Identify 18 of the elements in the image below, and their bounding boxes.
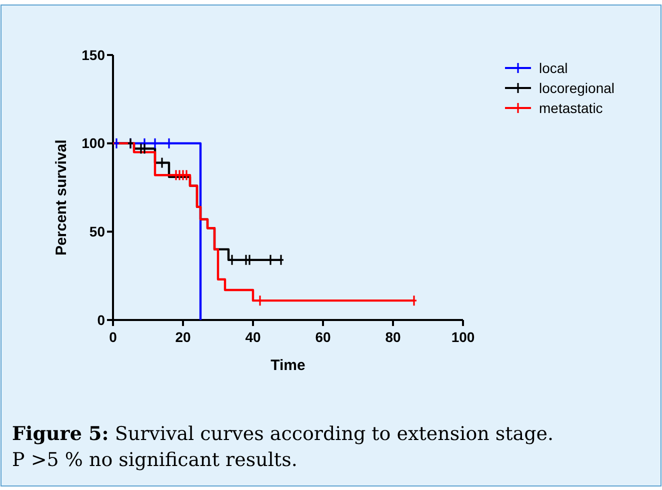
x-tick-label: 40: [245, 329, 261, 345]
x-tick-label: 20: [175, 329, 191, 345]
x-tick-label: 0: [109, 329, 118, 345]
x-axis-title: Time: [270, 357, 306, 374]
legend-label: local: [539, 60, 568, 76]
y-axis-title: Percent survival: [53, 140, 70, 256]
text: P >5 % no significant results.: [12, 449, 298, 471]
y-tick-label: 0: [97, 312, 106, 328]
y-tick-label: 50: [89, 224, 106, 240]
x-tick-label: 60: [315, 329, 331, 345]
y-tick-label: 150: [82, 46, 106, 63]
x-tick-label: 80: [385, 329, 401, 345]
y-tick-label: 100: [82, 135, 106, 152]
legend-label: metastatic: [539, 100, 603, 116]
x-tick-label: 100: [451, 329, 475, 345]
caption: Figure 5:: [12, 423, 109, 445]
text: Survival curves according to extension stage.: [108, 423, 554, 445]
legend-label: locoregional: [539, 80, 614, 96]
